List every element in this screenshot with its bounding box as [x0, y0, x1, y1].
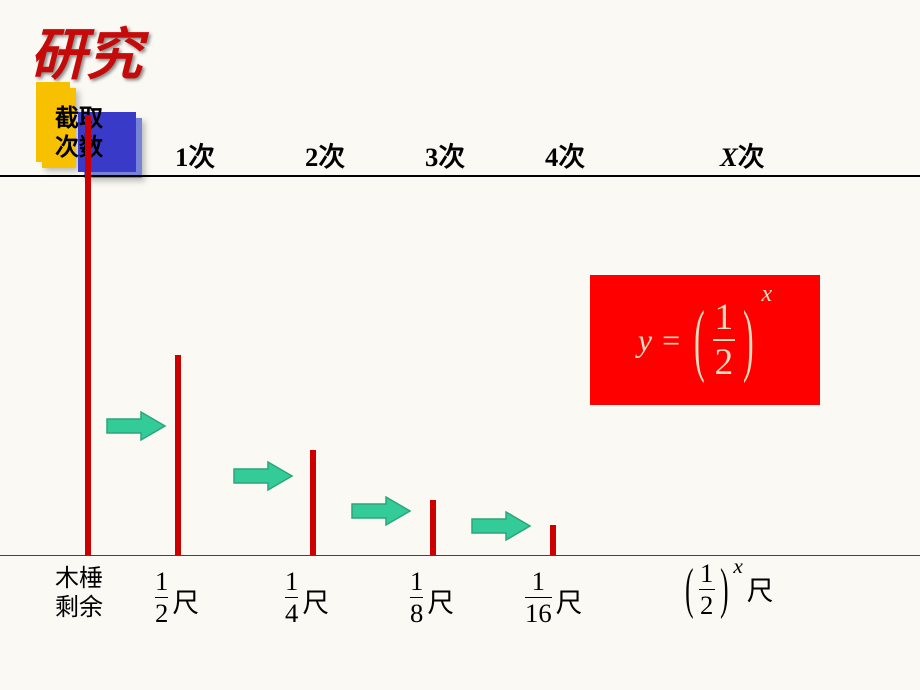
arrow-right-icon: [105, 410, 167, 442]
arrow-right-icon: [470, 510, 532, 542]
fraction-label: 18尺: [410, 568, 454, 626]
horizontal-rule-bottom: [0, 555, 920, 556]
bar: [85, 115, 91, 555]
column-label: 1次: [175, 135, 215, 174]
column-label: 4次: [545, 135, 585, 174]
slide-root: 研究 截取次数 1次 2次 3次 4次 X次 木棰剩余 12尺 14尺 18尺 116尺 (12…: [0, 0, 920, 690]
fraction-final-label: (12)x尺: [680, 560, 773, 618]
fraction-label: 12尺: [155, 568, 199, 626]
column-label: 3次: [425, 135, 465, 174]
footer-row-label: 木棰剩余: [55, 565, 103, 623]
fraction-label: 14尺: [285, 568, 329, 626]
slide-title: 研究: [30, 10, 142, 91]
formula-box: y=(12)x: [590, 275, 820, 405]
bar: [310, 450, 316, 555]
bar: [430, 500, 436, 555]
bar: [175, 355, 181, 555]
bar: [550, 525, 556, 555]
arrow-right-icon: [232, 460, 294, 492]
fraction-label: 116尺: [525, 568, 582, 626]
column-label: X次: [720, 135, 764, 174]
horizontal-rule-top: [0, 175, 920, 177]
arrow-right-icon: [350, 495, 412, 527]
header-row-label: 截取次数: [55, 105, 103, 163]
column-label: 2次: [305, 135, 345, 174]
